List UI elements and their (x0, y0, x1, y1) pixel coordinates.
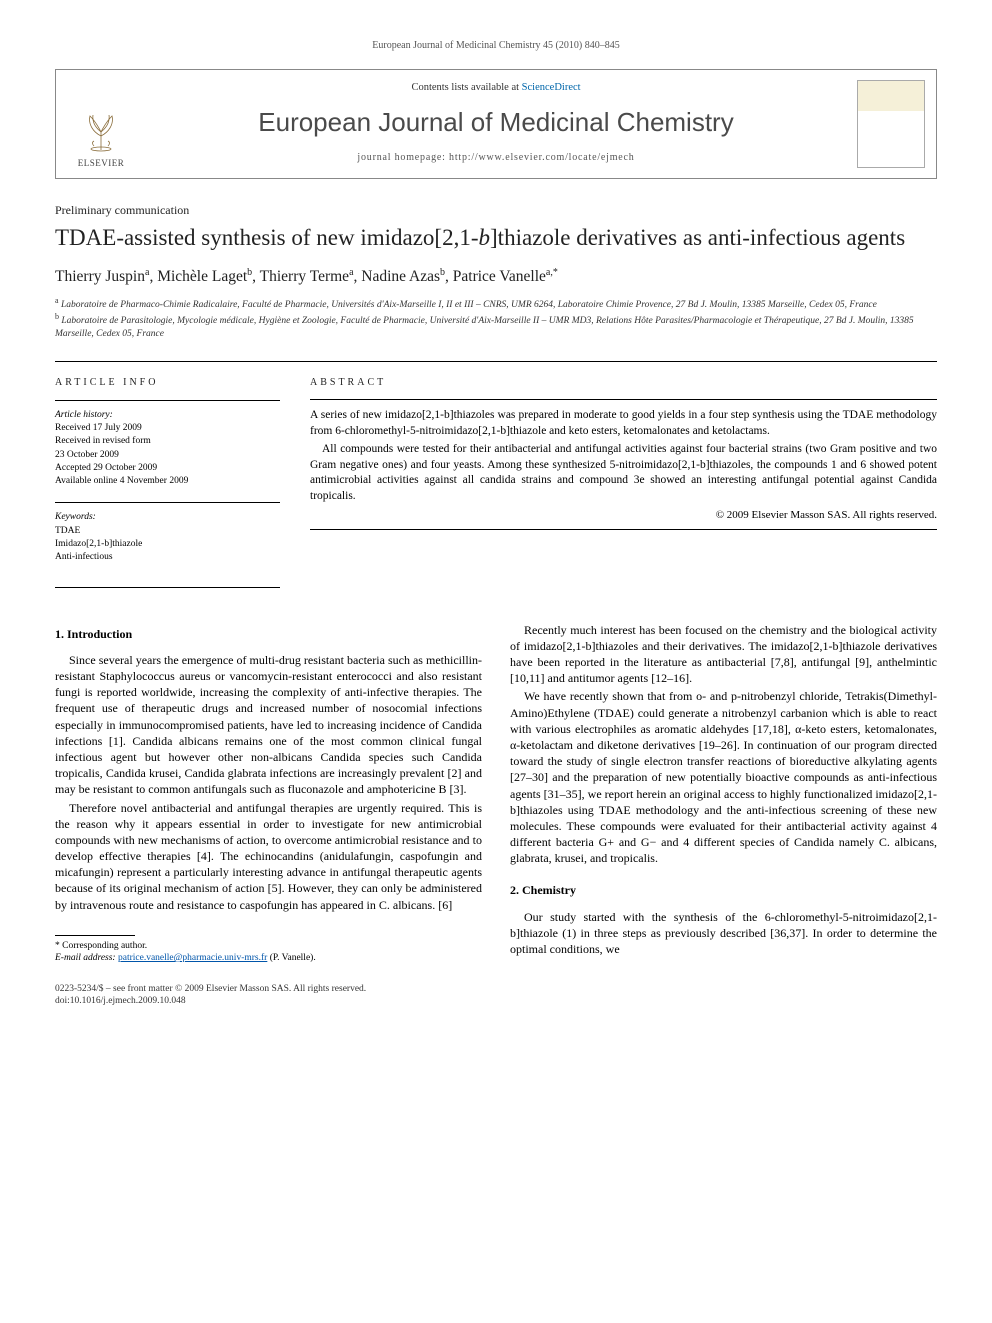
article-info-heading: ARTICLE INFO (55, 376, 280, 390)
homepage-url[interactable]: http://www.elsevier.com/locate/ejmech (449, 152, 635, 163)
doi-line: doi:10.1016/j.ejmech.2009.10.048 (55, 995, 366, 1007)
footnotes: * Corresponding author. E-mail address: … (55, 940, 482, 965)
abstract-column: ABSTRACT A series of new imidazo[2,1-b]t… (310, 376, 937, 579)
body-paragraph: We have recently shown that from o- and … (510, 688, 937, 866)
author: Patrice Vanellea,* (453, 268, 558, 285)
keyword: Anti-infectious (55, 551, 280, 564)
masthead-center: Contents lists available at ScienceDirec… (146, 70, 846, 178)
divider (310, 529, 937, 530)
keyword: Imidazo[2,1-b]thiazole (55, 538, 280, 551)
abstract-paragraph: All compounds were tested for their anti… (310, 442, 937, 504)
footnote-rule (55, 935, 135, 936)
email-label: E-mail address: (55, 953, 116, 963)
affiliation: b Laboratoire de Parasitologie, Mycologi… (55, 312, 937, 341)
section-heading-chemistry: 2. Chemistry (510, 882, 937, 898)
history-item: Available online 4 November 2009 (55, 475, 280, 488)
page-container: European Journal of Medicinal Chemistry … (0, 0, 992, 1037)
title-pre: TDAE-assisted synthesis of new imidazo[2… (55, 225, 479, 250)
section-heading-introduction: 1. Introduction (55, 626, 482, 642)
author: Thierry Termea (260, 268, 354, 285)
email-link[interactable]: patrice.vanelle@pharmacie.univ-mrs.fr (118, 953, 267, 963)
history-item: Received 17 July 2009 (55, 422, 280, 435)
abstract-heading: ABSTRACT (310, 376, 937, 390)
affiliations: a Laboratoire de Pharmaco-Chimie Radical… (55, 296, 937, 341)
journal-cover-icon (857, 80, 925, 168)
author: Nadine Azasb (361, 268, 445, 285)
keyword: TDAE (55, 525, 280, 538)
divider (55, 587, 280, 588)
homepage-line: journal homepage: http://www.elsevier.co… (156, 152, 836, 163)
body-paragraph: Recently much interest has been focused … (510, 622, 937, 687)
elsevier-tree-icon (78, 106, 124, 152)
history-label: Article history: (55, 409, 280, 422)
corresponding-author-note: * Corresponding author. (55, 940, 482, 952)
abstract-paragraph: A series of new imidazo[2,1-b]thiazoles … (310, 408, 937, 439)
body-text: 1. Introduction Since several years the … (55, 622, 937, 965)
divider (55, 400, 280, 401)
running-header: European Journal of Medicinal Chemistry … (55, 40, 937, 51)
copyright-line: © 2009 Elsevier Masson SAS. All rights r… (310, 508, 937, 523)
authors-line: Thierry Juspina, Michèle Lagetb, Thierry… (55, 267, 937, 286)
divider (55, 502, 280, 503)
contents-prefix: Contents lists available at (411, 82, 521, 93)
journal-name: European Journal of Medicinal Chemistry (156, 107, 836, 138)
publisher-name: ELSEVIER (78, 158, 125, 168)
meta-abstract-row: ARTICLE INFO Article history: Received 1… (55, 362, 937, 579)
publisher-logo-block: ELSEVIER (56, 70, 146, 178)
body-paragraph: Therefore novel antibacterial and antifu… (55, 800, 482, 913)
footer-bar: 0223-5234/$ – see front matter © 2009 El… (55, 983, 937, 1008)
keywords-label: Keywords: (55, 511, 280, 524)
history-item: 23 October 2009 (55, 449, 280, 462)
author: Thierry Juspina (55, 268, 149, 285)
doi-block: 0223-5234/$ – see front matter © 2009 El… (55, 983, 366, 1008)
email-line: E-mail address: patrice.vanelle@pharmaci… (55, 952, 482, 964)
article-info-column: ARTICLE INFO Article history: Received 1… (55, 376, 280, 579)
history-item: Received in revised form (55, 435, 280, 448)
contents-available-line: Contents lists available at ScienceDirec… (156, 82, 836, 93)
masthead: ELSEVIER Contents lists available at Sci… (55, 69, 937, 179)
title-post: ]thiazole derivatives as anti-infectious… (490, 225, 905, 250)
author: Michèle Lagetb (157, 268, 252, 285)
article-type: Preliminary communication (55, 203, 937, 218)
affiliation: a Laboratoire de Pharmaco-Chimie Radical… (55, 296, 937, 312)
sciencedirect-link[interactable]: ScienceDirect (522, 82, 581, 93)
article-title: TDAE-assisted synthesis of new imidazo[2… (55, 224, 937, 253)
homepage-label: journal homepage: (357, 152, 449, 163)
body-paragraph: Since several years the emergence of mul… (55, 652, 482, 798)
title-italic: b (479, 225, 491, 250)
email-owner: (P. Vanelle). (270, 953, 316, 963)
body-paragraph: Our study started with the synthesis of … (510, 909, 937, 958)
masthead-cover (846, 70, 936, 178)
issn-line: 0223-5234/$ – see front matter © 2009 El… (55, 983, 366, 995)
history-item: Accepted 29 October 2009 (55, 462, 280, 475)
